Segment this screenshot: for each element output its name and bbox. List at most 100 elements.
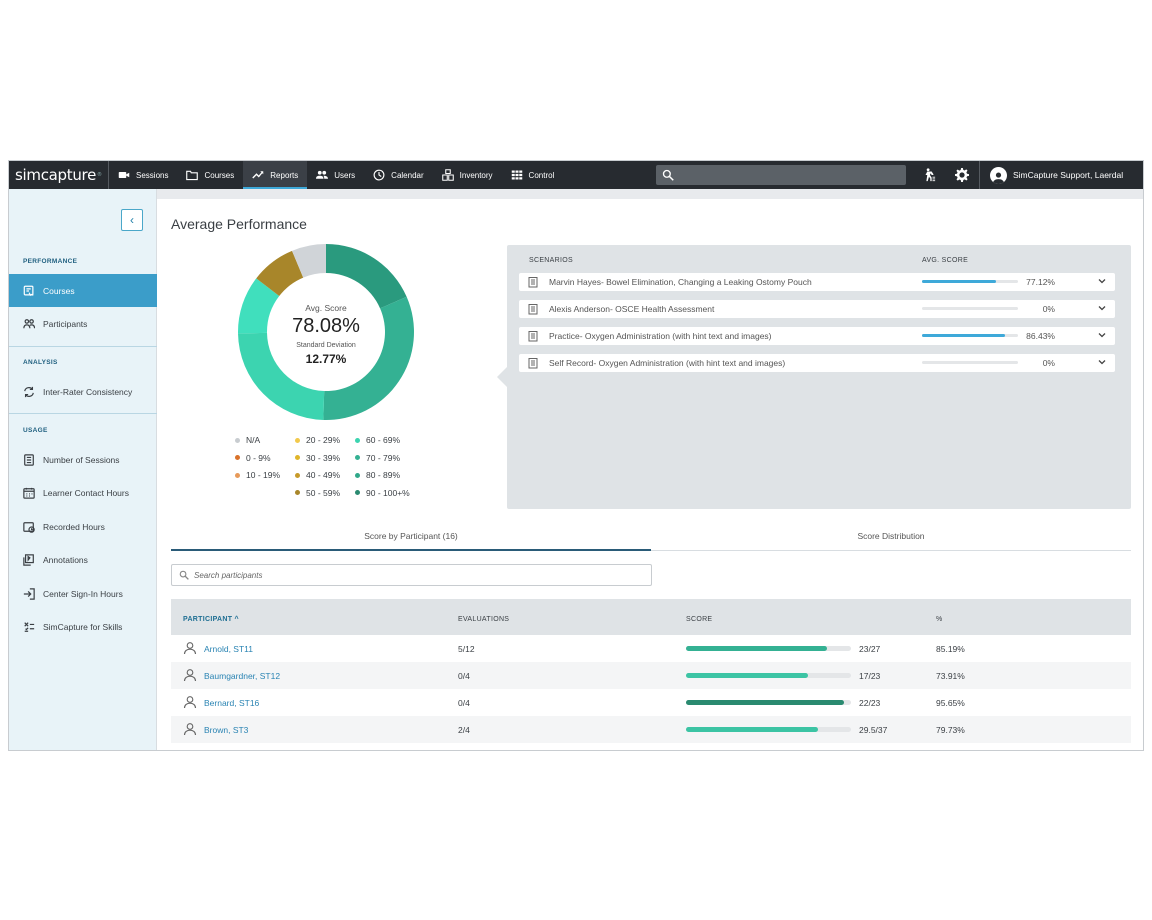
nav-reports[interactable]: Reports bbox=[243, 161, 308, 189]
sidebar-item-label: Inter-Rater Consistency bbox=[43, 386, 133, 397]
nav-users-label: Users bbox=[334, 170, 356, 180]
inventory-icon bbox=[441, 169, 454, 181]
search-participants-input[interactable] bbox=[194, 568, 634, 582]
scenario-name: Alexis Anderson- OSCE Health Assessment bbox=[549, 304, 715, 314]
tab-score-by-participant[interactable]: Score by Participant (16) bbox=[364, 531, 458, 541]
table-row: Brown, ST3 2/4 29.5/37 79.73% bbox=[171, 716, 1131, 743]
sidebar-item-label: Participants bbox=[43, 318, 88, 329]
participant-column-header[interactable]: PARTICIPANT ^ bbox=[183, 616, 239, 623]
table-row: Baumgardner, ST12 0/4 17/23 73.91% bbox=[171, 662, 1131, 689]
grid-icon bbox=[511, 170, 522, 180]
participant-name-link[interactable]: Arnold, ST11 bbox=[204, 644, 253, 654]
sidebar-item-label: Number of Sessions bbox=[43, 454, 120, 465]
scenario-row[interactable]: Practice- Oxygen Administration (with hi… bbox=[519, 327, 1115, 345]
nav-courses[interactable]: Courses bbox=[177, 161, 243, 189]
avg-score-header: AVG. SCORE bbox=[922, 257, 969, 264]
chevron-down-icon[interactable] bbox=[1097, 276, 1107, 286]
tab-divider bbox=[171, 550, 1131, 551]
table-header: PARTICIPANT ^ EVALUATIONS SCORE % bbox=[171, 599, 1131, 635]
nav-inventory[interactable]: Inventory bbox=[433, 161, 502, 189]
sidebar-item-label: SimCapture for Skills bbox=[43, 621, 123, 632]
legend-label: 90 - 100+% bbox=[366, 487, 410, 498]
list-icon bbox=[24, 453, 34, 466]
legend-label: N/A bbox=[246, 435, 261, 445]
avatar bbox=[990, 166, 1007, 184]
tab-score-distribution[interactable]: Score Distribution bbox=[857, 531, 925, 541]
donut-segment[interactable] bbox=[326, 244, 407, 309]
legend-label: 30 - 39% bbox=[306, 452, 341, 463]
participant-name-link[interactable]: Brown, ST3 bbox=[204, 725, 249, 735]
percent-column-header[interactable]: % bbox=[936, 616, 943, 623]
sidebar-item-inter-rater[interactable]: Inter-Rater Consistency bbox=[9, 375, 157, 408]
evaluations-column-header[interactable]: EVALUATIONS bbox=[458, 616, 510, 623]
evaluations-value: 5/12 bbox=[458, 644, 475, 654]
participant-name-link[interactable]: Bernard, ST16 bbox=[204, 698, 260, 708]
legend-label: 60 - 69% bbox=[366, 435, 401, 445]
sidebar-item-learner-contact-hours[interactable]: Learner Contact Hours bbox=[9, 476, 157, 509]
nav-calendar[interactable]: Calendar bbox=[364, 161, 432, 189]
chevron-down-icon[interactable] bbox=[1097, 357, 1107, 367]
logo-text: simcapture bbox=[15, 166, 97, 184]
scenario-name: Marvin Hayes- Bowel Elimination, Changin… bbox=[549, 277, 812, 287]
scenarios-panel: SCENARIOS AVG. SCORE Marvin Hayes- Bowel… bbox=[497, 245, 1131, 509]
std-dev-label: Standard Deviation bbox=[296, 342, 356, 349]
sidebar-divider bbox=[9, 346, 157, 347]
simcapture-logo[interactable]: simcapture ® bbox=[9, 161, 109, 189]
legend-label: 10 - 19% bbox=[246, 470, 281, 480]
user-icon bbox=[992, 171, 1005, 184]
nav-users[interactable]: Users bbox=[307, 161, 364, 189]
folder-icon bbox=[186, 170, 199, 181]
legend-item: 80 - 89% bbox=[355, 470, 400, 480]
sidebar-item-annotations[interactable]: Annotations bbox=[9, 543, 157, 576]
evaluations-value: 0/4 bbox=[458, 671, 470, 681]
legend-swatch bbox=[355, 472, 360, 478]
global-search-input[interactable] bbox=[656, 165, 906, 185]
nav-control[interactable]: Control bbox=[502, 161, 564, 189]
walking-person-icon[interactable] bbox=[922, 168, 936, 182]
sidebar-item-label: Courses bbox=[43, 285, 75, 296]
score-bar bbox=[686, 727, 851, 732]
legend-label: 50 - 59% bbox=[306, 487, 341, 498]
std-dev-value: 12.77% bbox=[305, 352, 347, 366]
collapse-sidebar-button[interactable]: ‹ bbox=[121, 209, 143, 231]
percent-value: 73.91% bbox=[936, 671, 965, 681]
gear-icon[interactable] bbox=[955, 168, 969, 182]
donut-segment[interactable] bbox=[256, 250, 304, 297]
chevron-down-icon[interactable] bbox=[1097, 303, 1107, 313]
skills-icon bbox=[24, 621, 35, 632]
score-value: 17/23 bbox=[859, 671, 881, 681]
scenario-row[interactable]: Marvin Hayes- Bowel Elimination, Changin… bbox=[519, 273, 1115, 291]
nav-courses-label: Courses bbox=[204, 170, 235, 180]
scenario-row[interactable]: Alexis Anderson- OSCE Health Assessment 0… bbox=[519, 300, 1115, 318]
nav-calendar-label: Calendar bbox=[391, 170, 424, 180]
sidebar-item-center-sign-in-hours[interactable]: Center Sign-In Hours bbox=[9, 577, 157, 610]
app-window: simcapture ® Sessions Courses Reports Use… bbox=[8, 160, 1144, 751]
active-tab-indicator bbox=[171, 549, 651, 551]
nav-sessions[interactable]: Sessions bbox=[109, 161, 177, 189]
top-nav: simcapture ® Sessions Courses Reports Use… bbox=[9, 161, 1143, 189]
sync-icon bbox=[24, 386, 34, 397]
legend-swatch bbox=[235, 437, 240, 443]
sidebar-item-courses[interactable]: Courses bbox=[9, 274, 157, 307]
participant-name-link[interactable]: Baumgardner, ST12 bbox=[204, 671, 281, 681]
nav-sessions-label: Sessions bbox=[136, 170, 169, 180]
scenario-row[interactable]: Self Record- Oxygen Administration (with… bbox=[519, 354, 1115, 372]
video-icon bbox=[118, 172, 130, 178]
donut-segment[interactable] bbox=[238, 278, 280, 334]
donut-segment[interactable] bbox=[323, 296, 414, 420]
user-menu[interactable]: SimCapture Support, Laerdal bbox=[979, 161, 1123, 189]
scenarios-header: SCENARIOS bbox=[529, 257, 573, 264]
scenario-score: 77.12% bbox=[1026, 277, 1055, 287]
sidebar-item-simcapture-for-skills[interactable]: SimCapture for Skills bbox=[9, 610, 157, 643]
score-column-header[interactable]: SCORE bbox=[686, 616, 713, 623]
chevron-down-icon[interactable] bbox=[1097, 330, 1107, 340]
donut-segment[interactable] bbox=[292, 244, 326, 278]
donut-segment[interactable] bbox=[238, 332, 325, 420]
legend-item: N/A bbox=[235, 435, 260, 445]
sidebar-item-number-of-sessions[interactable]: Number of Sessions bbox=[9, 443, 157, 476]
legend-swatch bbox=[355, 455, 360, 460]
sidebar-item-recorded-hours[interactable]: Recorded Hours bbox=[9, 510, 157, 543]
user-name: SimCapture Support, Laerdal bbox=[1013, 170, 1124, 180]
legend-item: 50 - 59% bbox=[295, 488, 340, 498]
sidebar-item-participants[interactable]: Participants bbox=[9, 307, 157, 340]
